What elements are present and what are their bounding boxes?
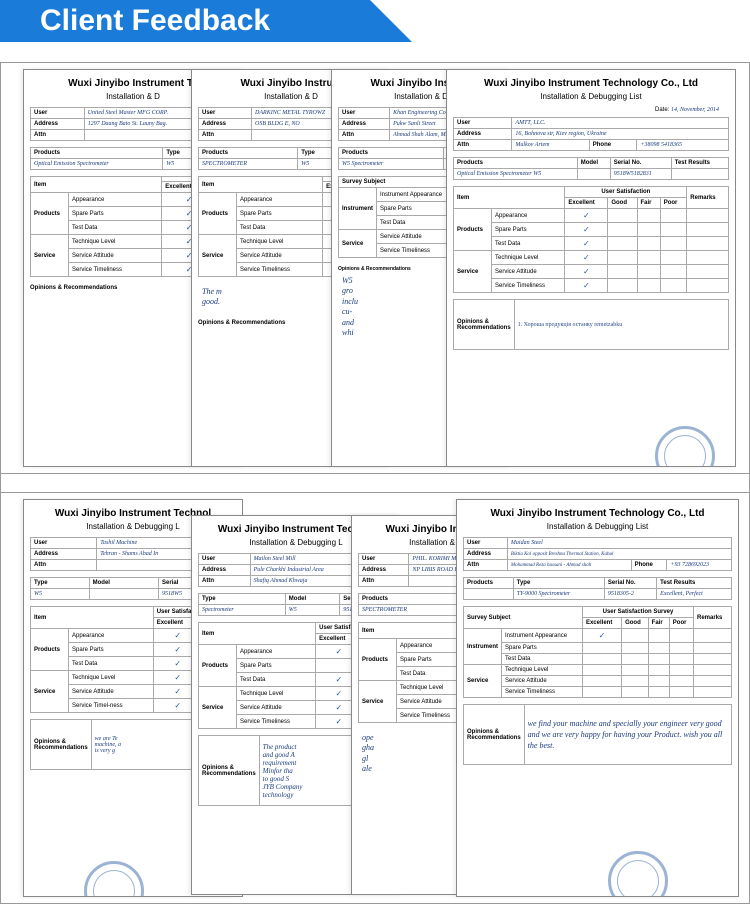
stamp-icon	[655, 426, 715, 467]
row-gap	[1, 473, 749, 493]
date-line: Date: 14, November, 2014	[453, 107, 729, 113]
forms-grid: Wuxi Jinyibo Instrument Te Installation …	[0, 62, 750, 904]
form-card: Wuxi Jinyibo Instrument Technology Co., …	[446, 69, 736, 467]
header-banner: Client Feedback	[0, 0, 750, 42]
forms-row-1: Wuxi Jinyibo Instrument Te Installation …	[1, 63, 749, 473]
page-title: Client Feedback	[0, 0, 370, 42]
forms-row-2: Wuxi Jinyibo Instrument Technol Installa…	[1, 493, 749, 903]
form-subtitle: Installation & Debugging List	[453, 92, 729, 101]
form-subtitle: Installation & Debugging List	[463, 522, 732, 531]
form-card: Wuxi Jinyibo Instrument Technology Co., …	[456, 499, 739, 897]
stamp-icon	[84, 861, 144, 897]
stamp-icon	[608, 851, 668, 897]
form-company: Wuxi Jinyibo Instrument Technology Co., …	[453, 78, 729, 89]
form-company: Wuxi Jinyibo Instrument Technology Co., …	[463, 508, 732, 519]
